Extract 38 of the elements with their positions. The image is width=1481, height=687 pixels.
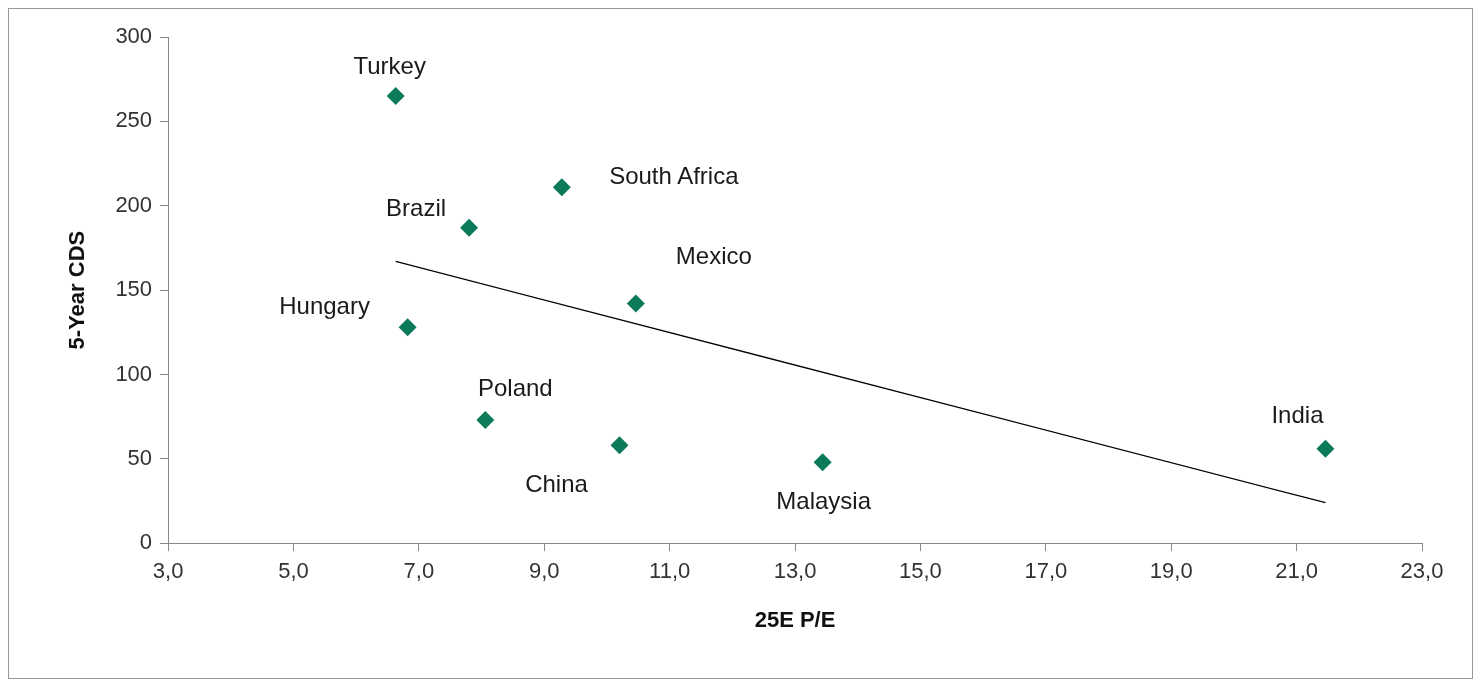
y-tick-label: 0 (139, 529, 153, 555)
y-tick-label: 250 (115, 107, 153, 133)
x-tick-label: 3,0 (152, 558, 184, 584)
y-axis-title: 5-Year CDS (64, 230, 90, 350)
point (460, 218, 479, 237)
point (552, 178, 571, 197)
x-tick-label: 15,0 (899, 558, 942, 584)
point (610, 436, 629, 455)
x-tick-label: 5,0 (278, 558, 309, 584)
point (626, 294, 645, 313)
y-tick-label: 50 (127, 444, 153, 470)
y-tick-label: 150 (115, 276, 153, 302)
x-tick-label: 9,0 (528, 558, 560, 584)
point (398, 318, 417, 337)
point (813, 453, 832, 472)
annotation: Poland (477, 373, 553, 401)
y-tick-label: 100 (115, 360, 153, 386)
point (386, 87, 405, 106)
annotation: South Africa (609, 161, 740, 189)
x-tick-label: 21,0 (1275, 558, 1319, 584)
annotation: India (1271, 401, 1325, 429)
point (1316, 439, 1335, 458)
annotation: Turkey (353, 51, 426, 79)
y-tick-label: 300 (115, 23, 153, 49)
x-tick-label: 19,0 (1149, 558, 1193, 584)
annotation: Malaysia (776, 486, 872, 514)
point (476, 411, 495, 430)
annotation: China (525, 469, 589, 497)
x-tick-label: 11,0 (649, 558, 691, 584)
x-tick-label: 7,0 (403, 558, 435, 584)
annotation: Brazil (386, 194, 447, 222)
x-tick-label: 17,0 (1024, 558, 1068, 584)
y-tick-label: 200 (115, 191, 153, 217)
x-tick-label: 23,0 (1400, 558, 1444, 584)
annotation: Mexico (675, 242, 752, 270)
x-tick-label: 13,0 (773, 558, 817, 584)
x-axis-title: 25E P/E (754, 606, 836, 632)
annotation: Hungary (279, 291, 370, 319)
